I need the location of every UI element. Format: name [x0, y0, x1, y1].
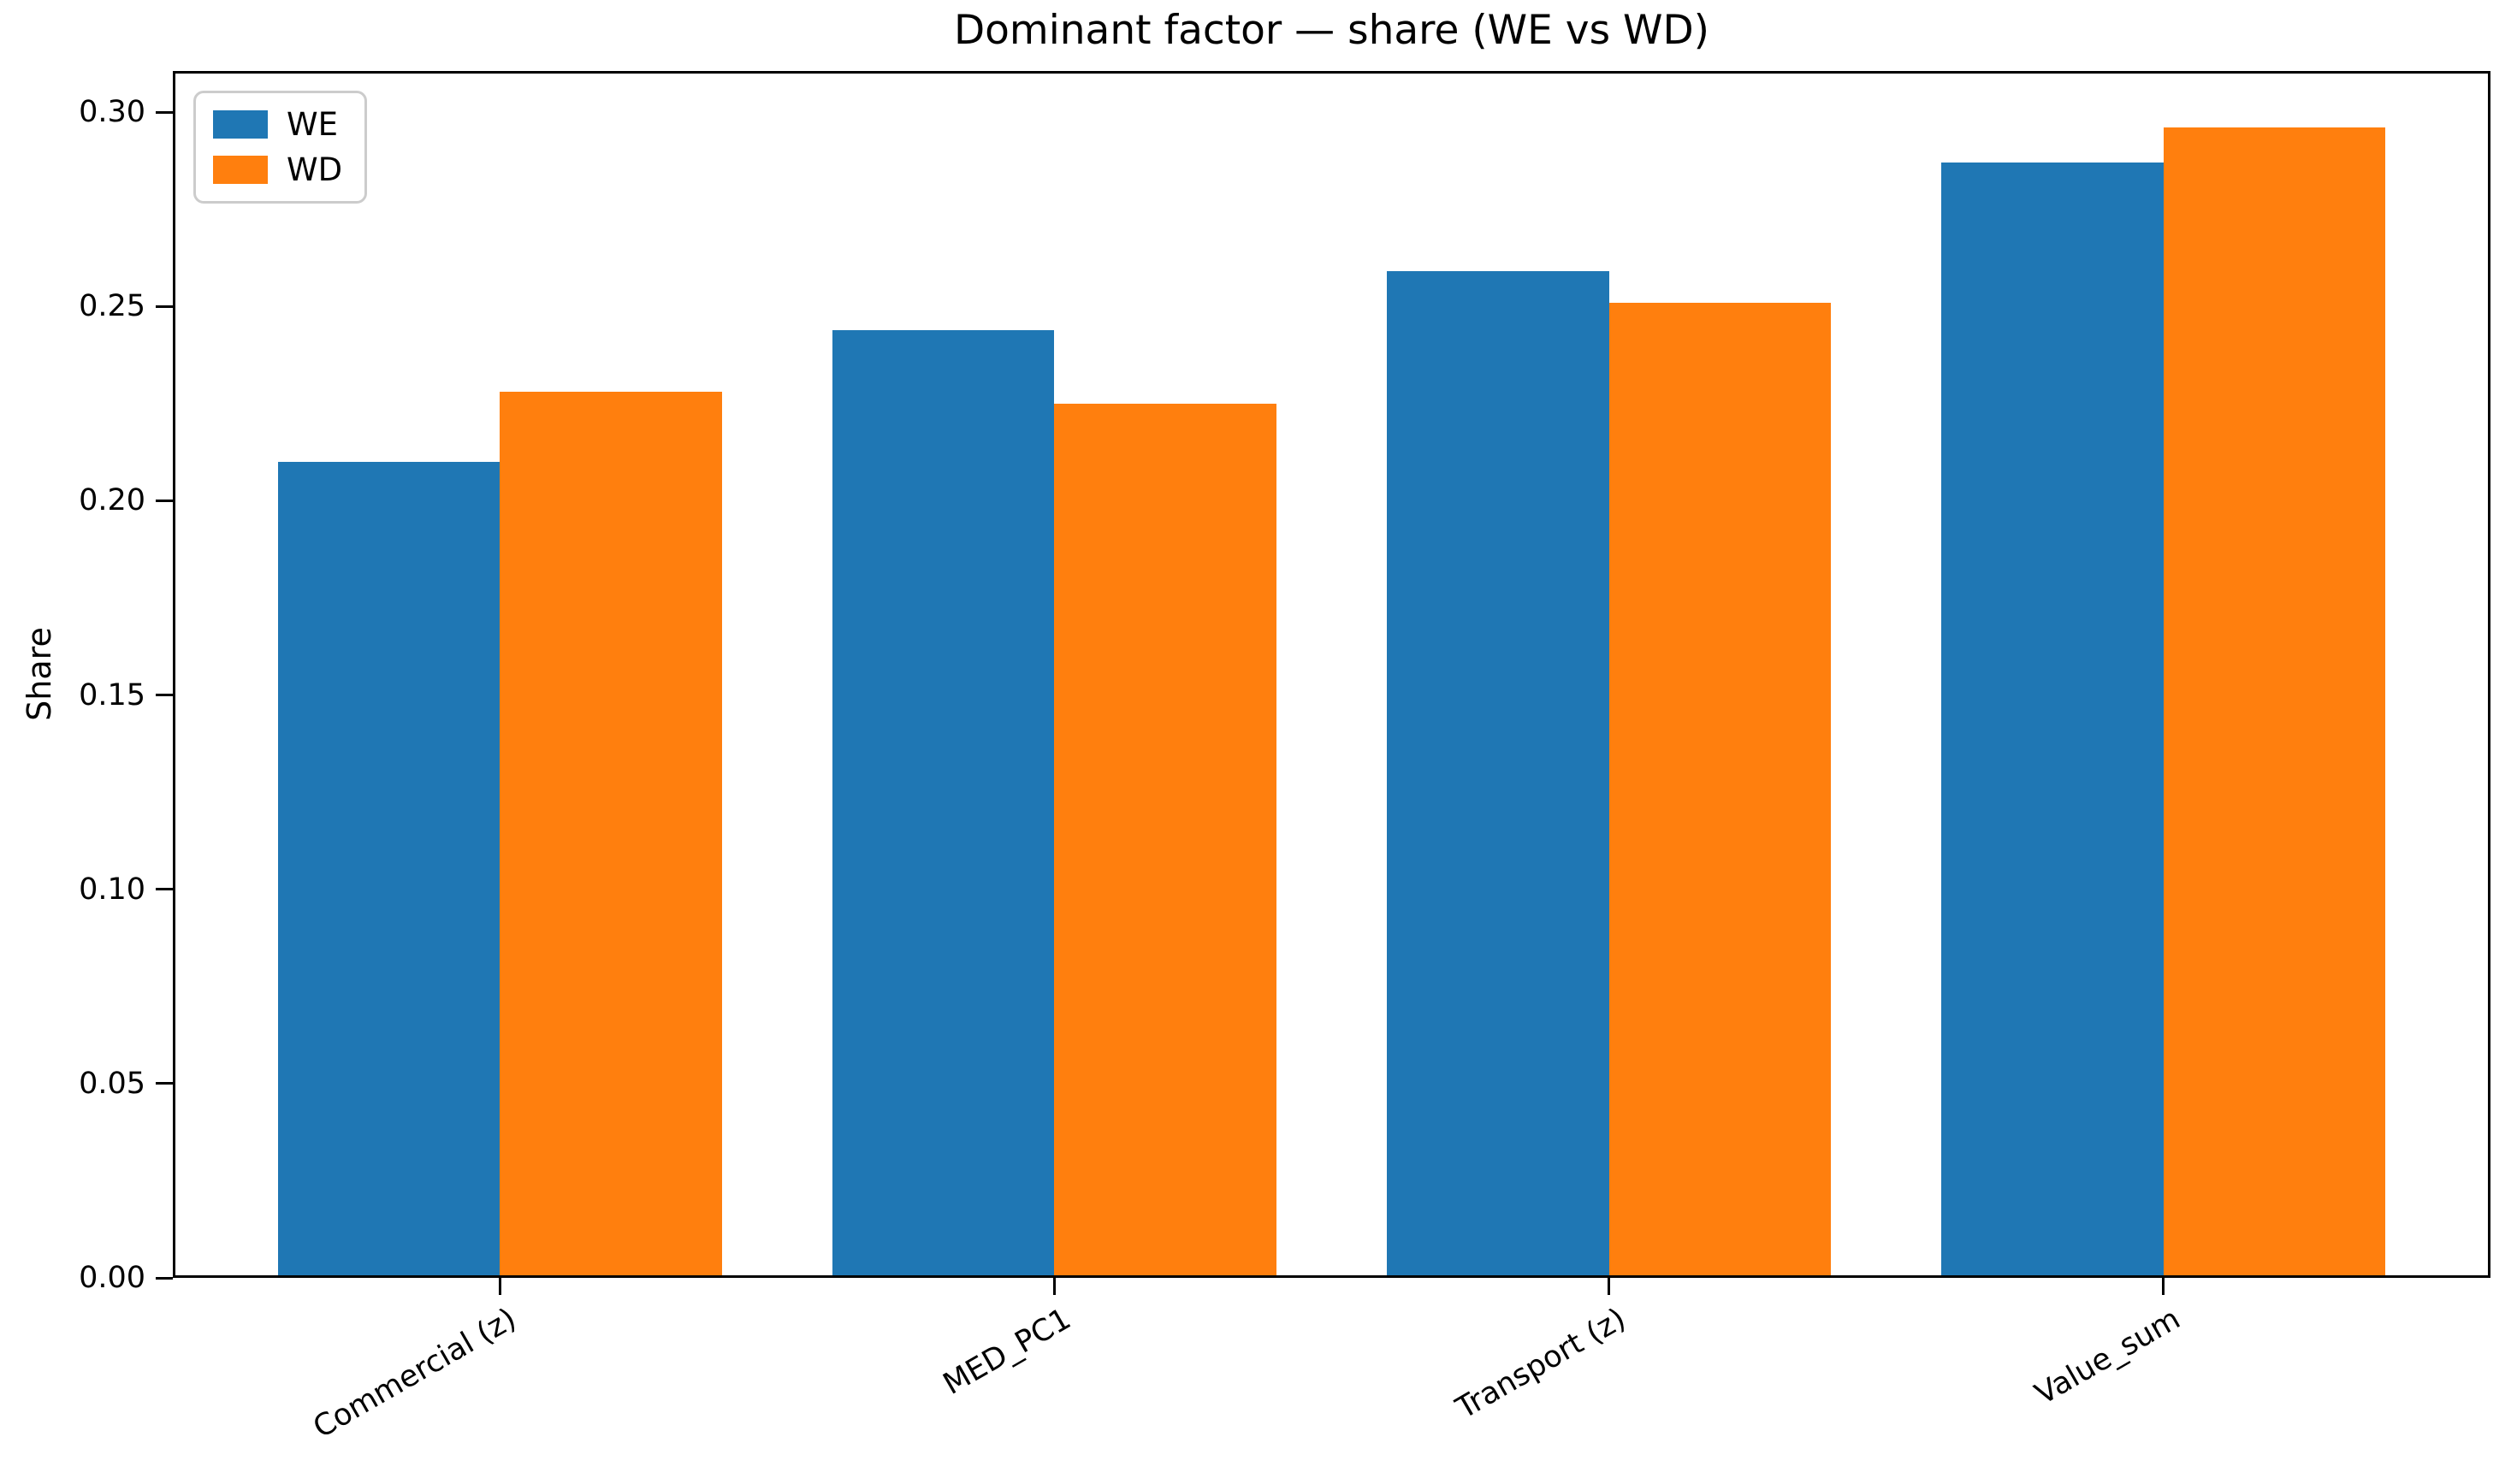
x-tick-label: Value_sum	[2028, 1302, 2186, 1412]
x-tick-mark	[498, 1278, 501, 1295]
bar-wd-2	[1054, 403, 1276, 1275]
legend-swatch-we	[213, 110, 268, 139]
y-tick-label: 0.30	[79, 95, 145, 130]
bar-we-2	[832, 329, 1055, 1275]
legend-label-we: WE	[287, 106, 338, 143]
bar-we-1	[278, 462, 500, 1275]
y-tick-label: 0.05	[79, 1066, 145, 1101]
x-tick-label: Transport (z)	[1450, 1302, 1632, 1427]
legend-items: WE WD	[213, 109, 342, 186]
y-tick-label: 0.00	[79, 1261, 145, 1295]
x-tick-mark	[1052, 1278, 1056, 1295]
y-tick-label: 0.10	[79, 872, 145, 907]
y-tick-mark	[156, 888, 173, 891]
y-tick-label: 0.20	[79, 483, 145, 518]
bar-wd-4	[2163, 127, 2385, 1275]
y-tick-label: 0.25	[79, 289, 145, 324]
y-tick-mark	[156, 1276, 173, 1280]
y-tick-mark	[156, 1082, 173, 1085]
legend-swatch-wd	[213, 156, 268, 184]
y-tick-label: 0.15	[79, 677, 145, 712]
x-tick-mark	[1608, 1278, 1611, 1295]
legend-item-we: WE	[213, 109, 342, 140]
legend-label-wd: WD	[287, 151, 343, 188]
bar-wd-1	[500, 392, 722, 1275]
bar-we-4	[1941, 163, 2164, 1275]
y-tick-mark	[156, 694, 173, 697]
y-tick-mark	[156, 499, 173, 502]
legend: WE WD	[193, 91, 368, 204]
bar-we-3	[1387, 271, 1609, 1275]
legend-item-wd: WD	[213, 154, 342, 186]
x-tick-label: Commercial (z)	[307, 1302, 523, 1446]
x-tick-label: MED_PC1	[937, 1302, 1077, 1402]
plot-area: WE WD	[173, 71, 2490, 1278]
y-tick-mark	[156, 110, 173, 114]
chart-title: Dominant factor — share (WE vs WD)	[953, 7, 1710, 54]
bar-wd-3	[1608, 302, 1831, 1275]
y-tick-mark	[156, 304, 173, 308]
x-tick-mark	[2162, 1278, 2165, 1295]
